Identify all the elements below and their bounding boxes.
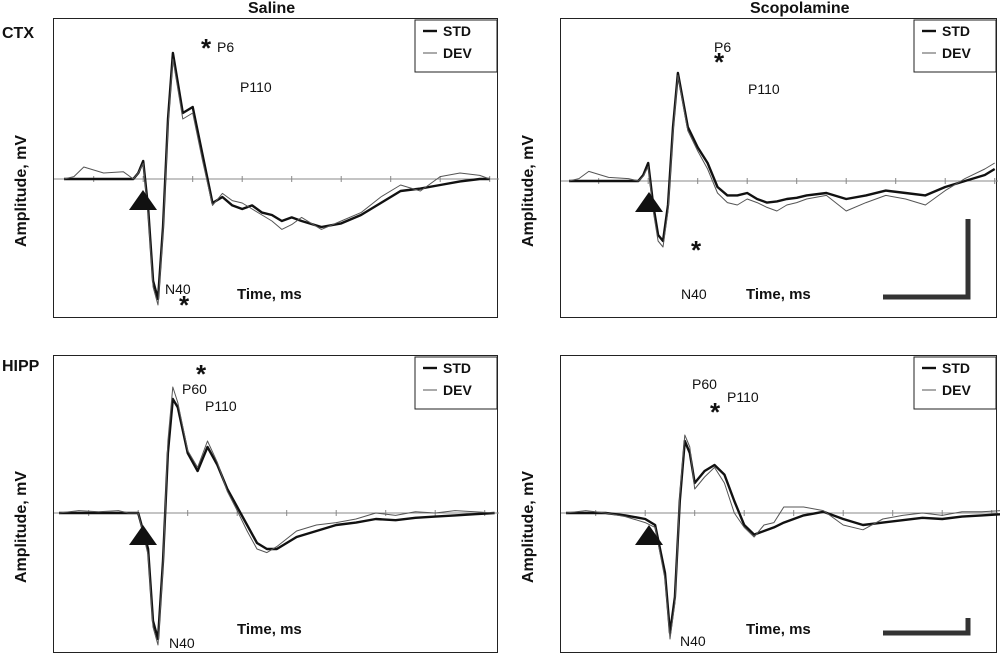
peak-label: P110	[240, 79, 272, 95]
significance-asterisk: *	[691, 235, 702, 265]
legend-label: DEV	[443, 382, 472, 398]
peak-label: N40	[169, 635, 195, 651]
scale-bar-line	[883, 618, 971, 636]
legend-label: STD	[942, 23, 970, 39]
series-dev-line	[565, 434, 1000, 640]
legend-label: DEV	[443, 45, 472, 61]
peak-label: N40	[165, 281, 191, 297]
legend: STD DEV	[414, 19, 498, 73]
legend: STD DEV	[913, 19, 997, 73]
peak-label: P110	[748, 81, 780, 97]
row-label-hipp: HIPP	[2, 358, 40, 375]
chart-panel: STD DEV Time, ms P60 P110 N40 *	[53, 355, 499, 653]
legend-label: DEV	[942, 45, 971, 61]
peak-label: P60	[182, 381, 207, 397]
trace-plot: STD DEV Time, ms P6 P110 N40 * *	[561, 19, 998, 303]
significance-asterisk: *	[196, 359, 207, 389]
peak-label: N40	[681, 286, 707, 302]
column-title-scopolamine: Scopolamine	[750, 0, 850, 17]
stimulus-triangle-icon	[129, 525, 157, 545]
legend-box	[414, 19, 498, 73]
x-axis-label: Time, ms	[746, 621, 811, 638]
y-axis-label: Amplitude, mV	[520, 134, 537, 247]
x-axis-label: Time, ms	[746, 286, 811, 303]
legend-box	[913, 356, 997, 410]
chart-panel: STD DEV Time, ms P60 P110 N40 *	[560, 355, 1000, 653]
significance-asterisk: *	[201, 33, 212, 63]
column-title-saline: Saline	[248, 0, 296, 17]
peak-label: P110	[727, 389, 759, 405]
row-label-ctx: CTX	[2, 25, 34, 42]
stimulus-triangle-icon	[129, 190, 157, 210]
stimulus-triangle-icon	[635, 525, 663, 545]
chart-panel: STD DEV Time, ms P6 P110 N40 * *	[53, 18, 499, 320]
x-axis-label: Time, ms	[237, 621, 302, 638]
y-axis-label: Amplitude, mV	[520, 470, 537, 583]
significance-asterisk: *	[710, 397, 721, 427]
scale-bar-line	[883, 219, 971, 300]
series-std-line	[64, 51, 490, 301]
peak-label: P110	[205, 398, 237, 414]
significance-asterisk: *	[714, 47, 725, 77]
series-dev-line	[568, 74, 995, 248]
peak-label: N40	[680, 633, 706, 649]
scale-bar	[883, 618, 971, 636]
series-dev-line	[63, 58, 490, 306]
series-std-line	[59, 397, 495, 641]
series-std-line	[569, 71, 996, 243]
x-axis-label: Time, ms	[237, 286, 302, 303]
y-axis-label: Amplitude, mV	[13, 134, 30, 247]
significance-asterisk: *	[179, 290, 190, 320]
peak-label: P6	[714, 39, 731, 55]
legend-box	[913, 19, 997, 73]
legend-box	[414, 356, 498, 410]
chart-panel: STD DEV Time, ms P6 P110 N40 * *	[560, 18, 998, 318]
series-std-line	[566, 439, 1000, 635]
peak-label: P60	[692, 376, 717, 392]
legend-label: STD	[443, 360, 471, 376]
legend-label: STD	[942, 360, 970, 376]
legend-label: STD	[443, 23, 471, 39]
legend: STD DEV	[913, 356, 997, 410]
legend: STD DEV	[414, 356, 498, 410]
y-axis-label: Amplitude, mV	[13, 470, 30, 583]
stimulus-triangle-icon	[635, 192, 663, 212]
scale-bar	[883, 219, 971, 300]
legend-label: DEV	[942, 382, 971, 398]
peak-label: P6	[217, 39, 234, 55]
trace-plot: STD DEV Time, ms P60 P110 N40 *	[561, 356, 1000, 649]
